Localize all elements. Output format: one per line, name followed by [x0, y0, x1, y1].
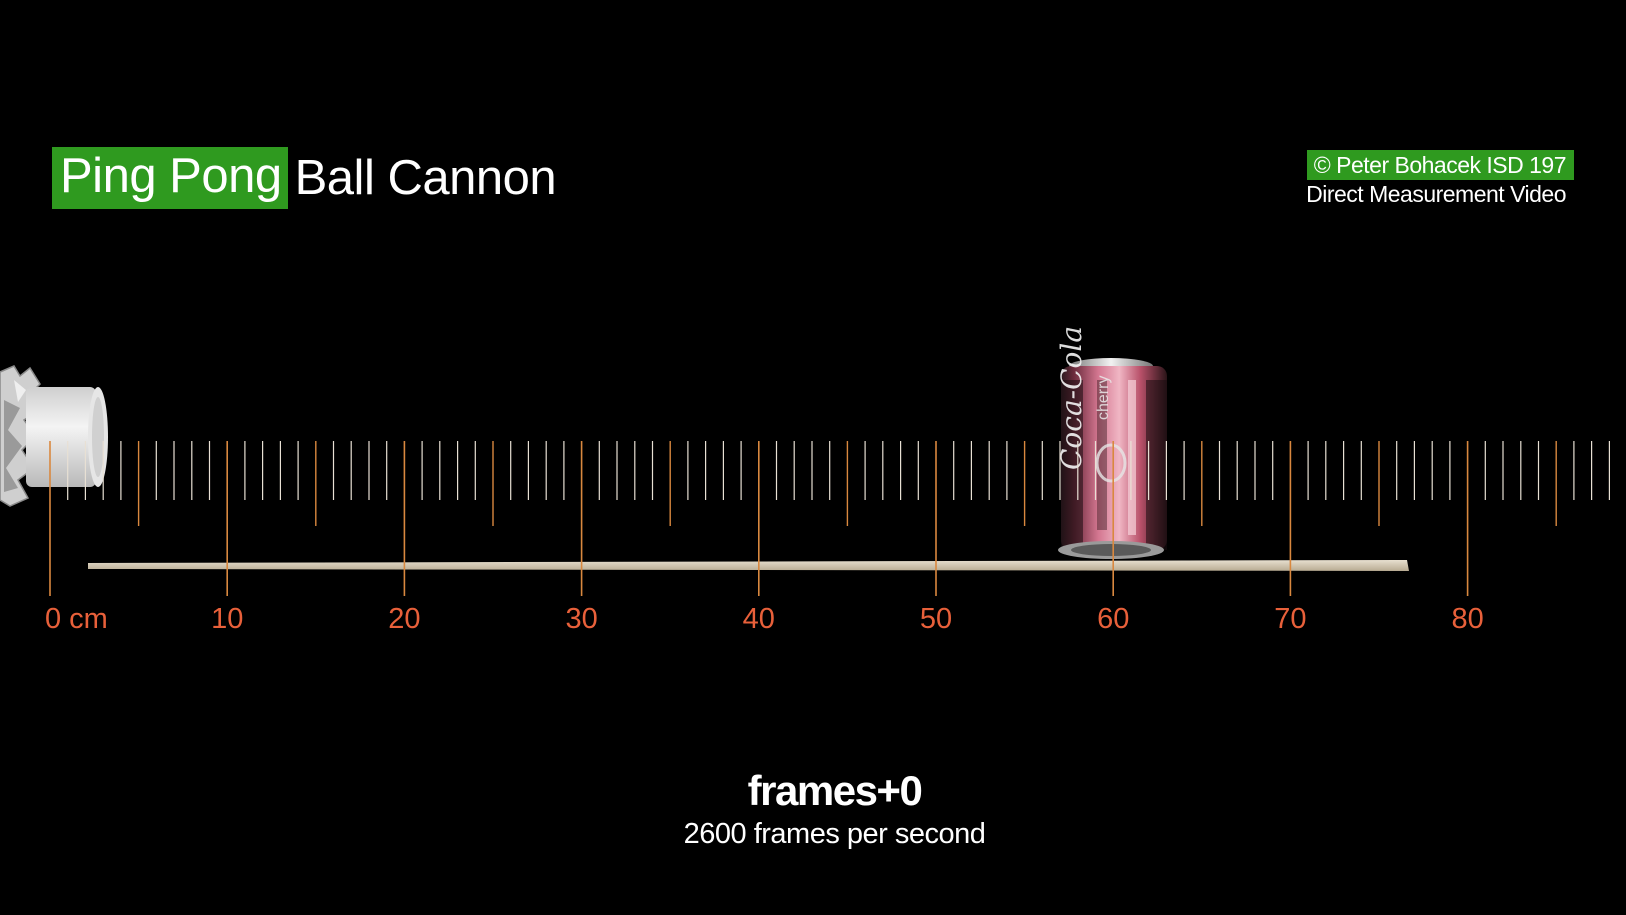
ruler-label: 70 [1274, 603, 1306, 635]
credit-series: Direct Measurement Video [1306, 181, 1566, 207]
cannon-object [0, 365, 108, 507]
frame-counter: frames+0 [747, 767, 923, 814]
ruler-label: 20 [388, 603, 420, 635]
frame-rate-label: 2600 frames per second [683, 818, 986, 850]
ruler-label: 80 [1451, 603, 1483, 635]
ruler-label: 0 cm [45, 603, 108, 635]
credit-block: © Peter Bohacek ISD 197 Direct Measureme… [1306, 150, 1574, 208]
page-title: Ping Pong Ball Cannon [52, 147, 557, 209]
ruler-label: 60 [1097, 603, 1129, 635]
title-rest: Ball Cannon [294, 151, 557, 205]
soda-can: Coca-Cola cherry [1055, 326, 1167, 559]
ruler-label: 40 [743, 603, 775, 635]
can-flavor-text: cherry [1095, 376, 1112, 420]
credit-author: © Peter Bohacek ISD 197 [1306, 150, 1574, 180]
ruler-labels: 0 cm10203040506070809 [45, 603, 1484, 635]
measuring-stick [88, 560, 1409, 571]
ruler-label: 10 [211, 603, 243, 635]
title-highlight: Ping Pong [52, 147, 288, 209]
ruler-label: 50 [920, 603, 952, 635]
ruler-label: 30 [565, 603, 597, 635]
ruler-ticks [49, 441, 1611, 596]
